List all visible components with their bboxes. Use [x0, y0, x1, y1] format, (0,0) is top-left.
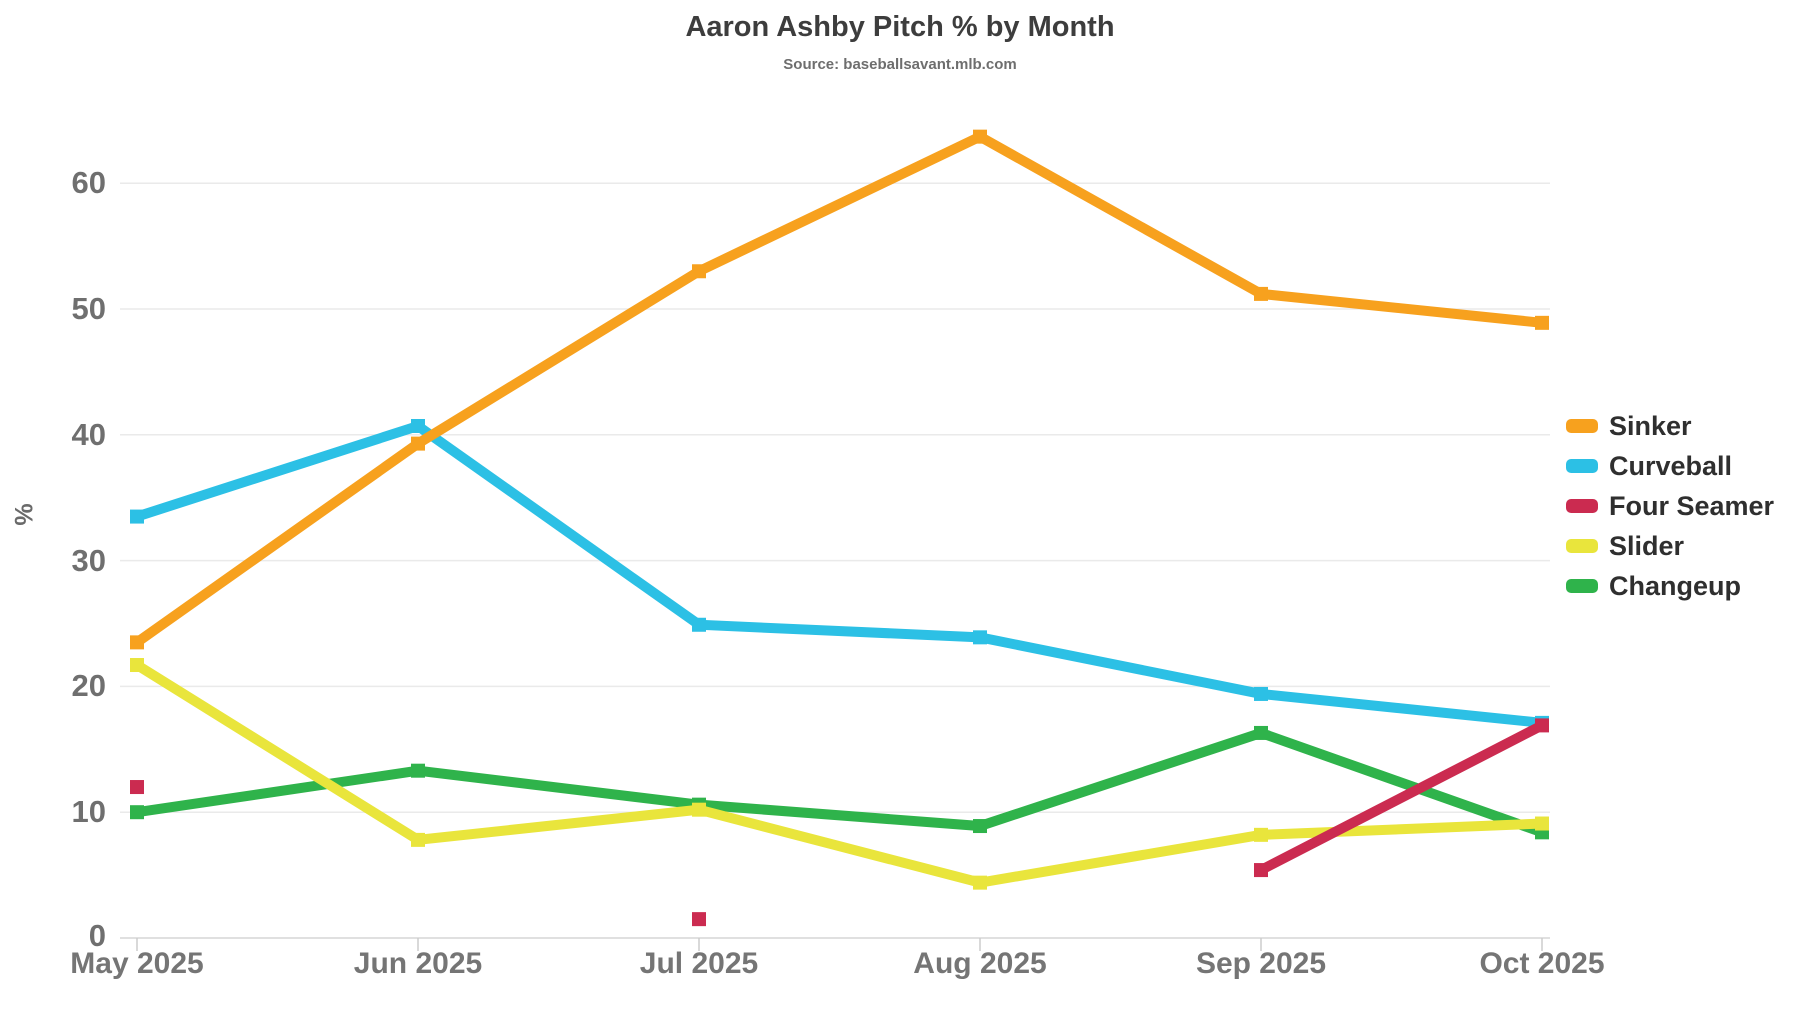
data-point-curveball-jul-2025 [692, 617, 706, 632]
data-point-sinker-jun-2025 [411, 436, 425, 451]
data-point-changeup-sep-2025 [1254, 725, 1268, 740]
y-tick-30: 30 [71, 543, 106, 578]
legend-label-curveball: Curveball [1609, 450, 1733, 481]
series-line-slider [132, 660, 1547, 888]
changeup-swatch-icon [1566, 579, 1598, 593]
data-point-slider-aug-2025 [973, 875, 987, 890]
chart-title: Aaron Ashby Pitch % by Month [685, 11, 1115, 43]
data-point-four-seamer-jul-2025 [692, 912, 706, 927]
data-point-slider-oct-2025 [1535, 816, 1549, 831]
sinker-swatch-icon [1566, 419, 1598, 433]
data-point-sinker-may-2025 [130, 635, 144, 650]
legend-item-sinker: Sinker [1566, 406, 1774, 446]
chart-legend: Sinker Curveball Four Seamer Slider Chan… [1566, 406, 1774, 606]
data-point-sinker-aug-2025 [973, 129, 987, 144]
chart-subtitle: Source: baseballsavant.mlb.com [783, 56, 1017, 73]
data-point-four-seamer-oct-2025 [1535, 718, 1549, 733]
data-point-changeup-jun-2025 [411, 763, 425, 778]
y-tick-40: 40 [71, 417, 106, 452]
y-tick-10: 10 [71, 794, 106, 829]
y-tick-50: 50 [71, 291, 106, 326]
series-line-curveball [132, 420, 1547, 728]
series-line-sinker [132, 131, 1547, 648]
legend-item-four-seamer: Four Seamer [1566, 486, 1774, 526]
data-point-changeup-may-2025 [130, 805, 144, 820]
x-tick-oct-2025: Oct 2025 [1479, 947, 1605, 980]
x-tick-jun-2025: Jun 2025 [353, 947, 483, 980]
data-point-sinker-oct-2025 [1535, 315, 1549, 330]
data-point-sinker-sep-2025 [1254, 286, 1268, 301]
data-point-slider-sep-2025 [1254, 827, 1268, 842]
data-point-four-seamer-may-2025 [130, 780, 144, 795]
data-point-curveball-jun-2025 [411, 418, 425, 433]
legend-item-curveball: Curveball [1566, 446, 1774, 486]
legend-label-slider: Slider [1609, 530, 1685, 561]
curveball-swatch-icon [1566, 459, 1598, 473]
y-tick-60: 60 [71, 165, 106, 200]
data-point-changeup-aug-2025 [973, 819, 987, 834]
x-tick-sep-2025: Sep 2025 [1195, 947, 1327, 980]
y-tick-0: 0 [88, 918, 106, 953]
slider-swatch-icon [1566, 539, 1598, 553]
data-point-curveball-sep-2025 [1254, 686, 1268, 701]
legend-item-changeup: Changeup [1566, 566, 1774, 606]
x-tick-may-2025: May 2025 [70, 947, 204, 980]
data-point-curveball-aug-2025 [973, 630, 987, 645]
data-point-slider-jul-2025 [692, 802, 706, 817]
series-line-changeup [132, 727, 1547, 838]
y-tick-20: 20 [71, 668, 106, 703]
x-tick-aug-2025: Aug 2025 [913, 947, 1047, 980]
x-tick-jul-2025: Jul 2025 [639, 947, 759, 980]
legend-label-four-seamer: Four Seamer [1609, 490, 1775, 521]
series-line-four-seamer [1256, 720, 1547, 876]
legend-label-changeup: Changeup [1609, 570, 1741, 601]
y-axis-label: % [10, 503, 39, 526]
four-seamer-swatch-icon [1566, 499, 1598, 513]
data-point-slider-may-2025 [130, 658, 144, 673]
legend-item-slider: Slider [1566, 526, 1774, 566]
data-point-curveball-may-2025 [130, 509, 144, 524]
data-point-slider-jun-2025 [411, 832, 425, 847]
data-point-sinker-jul-2025 [692, 264, 706, 279]
legend-label-sinker: Sinker [1609, 410, 1692, 441]
data-point-four-seamer-sep-2025 [1254, 863, 1268, 878]
